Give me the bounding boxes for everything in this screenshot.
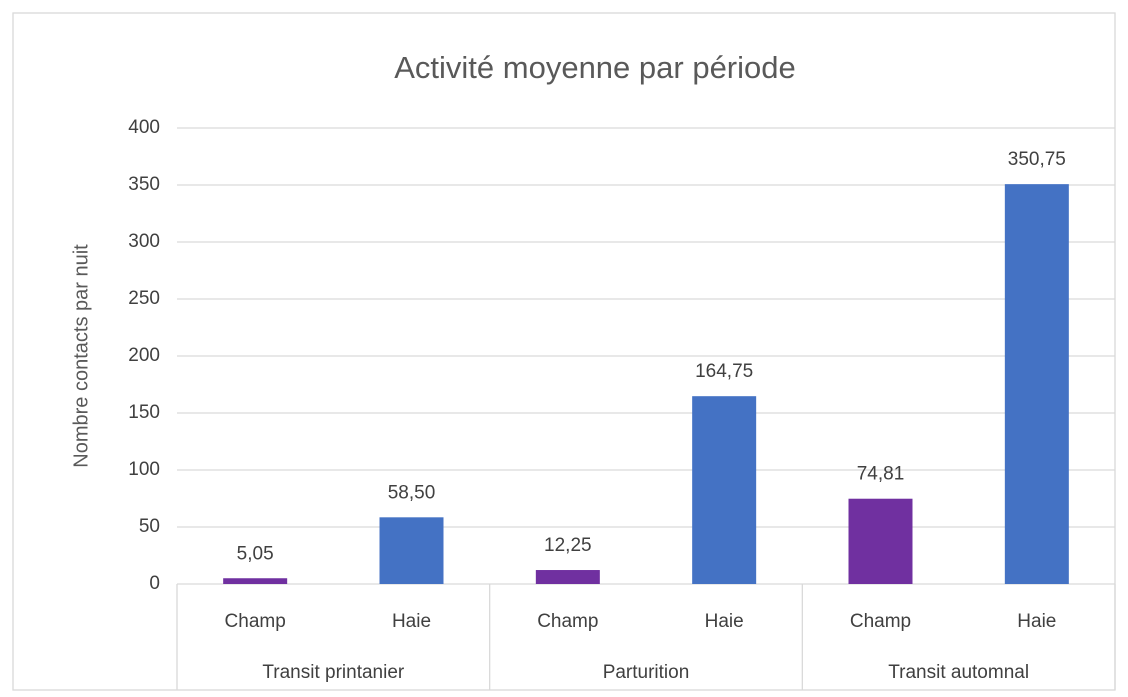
x-tick-label: Haie xyxy=(1017,611,1056,632)
data-label: 350,75 xyxy=(1008,149,1066,170)
y-tick-label: 150 xyxy=(128,402,160,423)
x-tick-label: Haie xyxy=(392,611,431,632)
bar xyxy=(1004,184,1069,584)
group-label: Parturition xyxy=(603,662,690,683)
data-label: 164,75 xyxy=(695,361,753,382)
y-tick-label: 0 xyxy=(149,573,160,594)
y-tick-label: 200 xyxy=(128,345,160,366)
y-axis-label: Nombre contacts par nuit xyxy=(70,244,92,468)
x-tick-label: Haie xyxy=(705,611,744,632)
group-label: Transit automnal xyxy=(888,662,1029,683)
bar xyxy=(535,570,600,584)
data-label: 5,05 xyxy=(237,543,274,564)
y-tick-label: 50 xyxy=(139,516,160,537)
data-label: 12,25 xyxy=(544,535,592,556)
chart-border xyxy=(12,12,1116,691)
data-label: 58,50 xyxy=(388,482,436,503)
chart-title: Activité moyenne par période xyxy=(394,50,796,85)
bar xyxy=(848,498,913,584)
data-label: 74,81 xyxy=(857,464,905,485)
y-tick-label: 250 xyxy=(128,288,160,309)
bar xyxy=(223,578,288,584)
y-tick-label: 300 xyxy=(128,231,160,252)
x-tick-label: Champ xyxy=(537,611,598,632)
x-tick-label: Champ xyxy=(225,611,286,632)
bar xyxy=(692,396,757,584)
x-tick-label: Champ xyxy=(850,611,911,632)
y-tick-label: 400 xyxy=(128,117,160,138)
bar xyxy=(379,517,444,584)
y-tick-label: 100 xyxy=(128,459,160,480)
y-tick-label: 350 xyxy=(128,174,160,195)
group-label: Transit printanier xyxy=(262,662,405,683)
